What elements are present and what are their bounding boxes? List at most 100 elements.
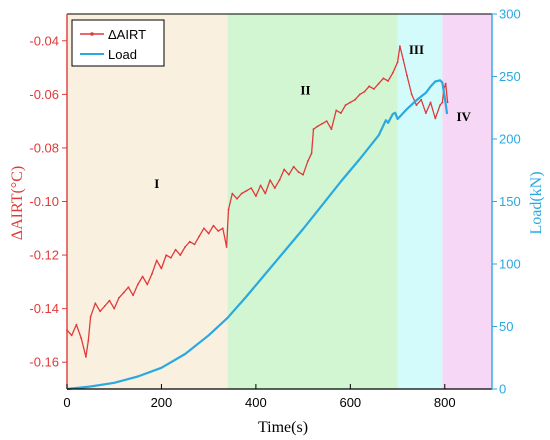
y-right-tick-label: 200 xyxy=(499,132,521,147)
airt-point xyxy=(358,93,361,96)
airt-point xyxy=(179,254,182,256)
airt-point xyxy=(85,356,87,358)
airt-point xyxy=(363,90,366,93)
airt-point xyxy=(325,120,328,122)
airt-point xyxy=(415,104,418,106)
airt-point xyxy=(227,208,230,211)
airt-point xyxy=(434,117,437,120)
y-right-tick-label: 300 xyxy=(499,7,521,22)
region-III-background xyxy=(397,14,443,389)
x-axis-title: Time(s) xyxy=(258,419,308,436)
airt-point xyxy=(312,128,315,131)
airt-point xyxy=(396,61,399,64)
airt-point xyxy=(136,283,139,286)
airt-point xyxy=(382,77,385,80)
airt-point xyxy=(170,256,172,259)
y-left-tick-label: -0.14 xyxy=(29,301,59,316)
airt-point xyxy=(387,80,389,82)
x-tick-label: 800 xyxy=(434,395,456,410)
airt-point xyxy=(245,189,248,192)
airt-point xyxy=(302,173,304,176)
airt-point xyxy=(446,101,449,104)
region-backgrounds xyxy=(67,14,492,389)
airt-point xyxy=(349,101,352,104)
airt-point xyxy=(316,125,319,128)
legend-box xyxy=(71,19,165,67)
airt-point xyxy=(340,112,342,114)
x-tick-label: 600 xyxy=(339,395,361,410)
airt-point xyxy=(373,88,375,90)
airt-point xyxy=(399,45,401,47)
airt-point xyxy=(160,267,163,270)
airt-point xyxy=(439,104,441,106)
airt-point xyxy=(174,248,177,251)
series-layer xyxy=(66,45,449,391)
airt-point xyxy=(335,109,338,112)
airt-point xyxy=(108,299,111,302)
y-right-tick-label: 50 xyxy=(499,319,513,334)
series-line-load xyxy=(66,79,449,391)
airt-point xyxy=(103,305,106,307)
airt-point xyxy=(70,334,73,337)
airt-point xyxy=(203,227,205,230)
y-right-tick-label: 0 xyxy=(499,382,506,397)
y-left-axis-title: ΔAIRT(°C) xyxy=(9,166,26,240)
airt-point xyxy=(292,165,295,168)
airt-point xyxy=(99,310,101,313)
airt-point xyxy=(236,197,238,200)
airt-point xyxy=(155,259,158,262)
airt-point xyxy=(146,283,149,286)
y-left-tick-label: -0.12 xyxy=(29,248,59,263)
region-label-III: III xyxy=(409,42,424,57)
airt-point xyxy=(250,187,253,190)
airt-point xyxy=(377,82,380,85)
y-right-tick-label: 100 xyxy=(499,257,521,272)
airt-point xyxy=(269,179,271,182)
airt-point xyxy=(151,272,153,275)
y-left-tick-label: -0.10 xyxy=(29,194,59,209)
airt-point xyxy=(406,74,408,77)
airt-point xyxy=(94,302,97,305)
airt-point xyxy=(207,232,210,235)
legend-marker-airt xyxy=(90,32,94,36)
airt-point xyxy=(198,235,201,238)
airt-point xyxy=(184,246,187,248)
airt-point xyxy=(141,275,144,278)
y-right-axis-title: Load(kN) xyxy=(528,171,545,234)
airt-point xyxy=(441,101,444,104)
airt-point xyxy=(420,98,423,101)
region-I-background xyxy=(67,14,228,389)
airt-point xyxy=(89,315,92,318)
x-tick-label: 200 xyxy=(151,395,173,410)
airt-point xyxy=(321,122,323,125)
legend-label-airt: ΔAIRT xyxy=(108,27,146,42)
airt-point xyxy=(444,82,447,85)
airt-point xyxy=(188,240,191,243)
airt-point xyxy=(368,85,371,88)
airt-point xyxy=(87,339,90,342)
airt-point xyxy=(255,195,257,198)
airt-point xyxy=(391,72,394,74)
airt-point xyxy=(217,230,220,232)
airt-point xyxy=(306,160,309,163)
x-tick-label: 0 xyxy=(63,395,70,410)
y-left-tick-label: -0.04 xyxy=(29,33,59,48)
airt-point xyxy=(132,294,135,297)
airt-point xyxy=(165,254,168,256)
region-II-background xyxy=(227,14,398,389)
airt-point xyxy=(113,307,116,310)
airt-point xyxy=(344,104,347,106)
airt-point xyxy=(288,173,290,176)
airt-point xyxy=(122,291,125,294)
tick-labels: 0 200 400 600 800 -0.16 -0.14 -0.12 -0.10 -0.08 -0… xyxy=(29,7,520,411)
airt-point xyxy=(425,112,427,114)
airt-point xyxy=(75,323,78,326)
airt-point xyxy=(221,227,224,230)
region-label-IV: IV xyxy=(456,109,471,124)
airt-point xyxy=(278,179,281,182)
airt-point xyxy=(310,152,313,155)
airt-point xyxy=(273,187,276,190)
airt-point xyxy=(330,128,333,131)
y-left-tick-label: -0.08 xyxy=(29,140,59,155)
